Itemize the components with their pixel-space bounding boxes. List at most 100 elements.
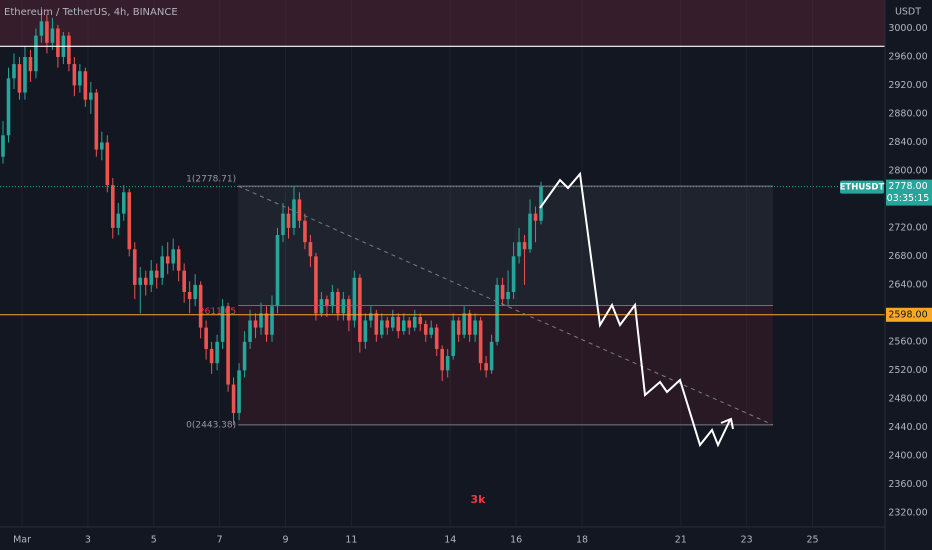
candle-body — [396, 316, 401, 332]
candle-body — [418, 316, 423, 325]
candle-body — [176, 249, 181, 271]
candles — [1, 7, 543, 426]
candle-body — [89, 92, 93, 100]
fib-lower-zone — [238, 305, 774, 425]
candle-body — [275, 235, 280, 307]
candle-body — [390, 316, 395, 328]
x-tick-label: 7 — [217, 535, 223, 546]
y-tick-label: 2440.00 — [888, 422, 927, 433]
candle-body — [445, 356, 450, 371]
grid — [21, 0, 814, 527]
candle-body — [94, 92, 99, 150]
candle-body — [330, 291, 335, 307]
candle-body — [259, 313, 263, 328]
candle-body — [39, 21, 44, 36]
y-tick-label: 2320.00 — [888, 507, 927, 518]
candle-body — [248, 320, 252, 342]
symbol-tag — [840, 180, 884, 194]
candle-body — [28, 56, 33, 72]
candle-body — [198, 284, 203, 328]
projection-path — [539, 171, 731, 448]
candle-body — [226, 306, 230, 385]
candle-body — [467, 313, 472, 335]
candle-body — [363, 320, 368, 342]
y-tick-label: 2920.00 — [888, 80, 927, 91]
candle-body — [23, 56, 27, 93]
candle-body — [237, 370, 241, 414]
x-tick-label: 5 — [151, 535, 157, 546]
fib-label: 1(2778.71) — [186, 175, 236, 185]
y-tick-label: 2520.00 — [888, 365, 927, 376]
candle-body — [303, 220, 307, 243]
candle-body — [45, 21, 49, 43]
candle-body — [478, 320, 483, 364]
candle-body — [533, 213, 538, 221]
candle-body — [517, 242, 521, 257]
candle-body — [495, 284, 499, 342]
fib-trend-line — [237, 185, 774, 426]
candle-body — [423, 324, 428, 335]
candle-body — [314, 256, 318, 314]
candle-body — [434, 327, 439, 349]
y-tick-label: 2480.00 — [888, 393, 927, 404]
candle-body — [358, 277, 362, 342]
y-tick-label: 2800.00 — [888, 165, 927, 176]
candle-body — [56, 28, 60, 57]
zones — [0, 0, 885, 425]
candle-body — [105, 142, 110, 186]
y-tick-label: 2400.00 — [888, 450, 927, 461]
x-tick-label: 25 — [806, 535, 818, 546]
fib-label: 0(2443.38) — [186, 420, 236, 430]
candle-body — [484, 363, 488, 371]
candle-body — [111, 185, 115, 228]
candle-body — [83, 71, 88, 100]
annotation: 3k — [471, 493, 487, 506]
candle-body — [319, 299, 324, 314]
candle-body — [297, 199, 302, 221]
candle-body — [149, 270, 154, 285]
candle-body — [456, 320, 461, 335]
y-tick-label: 2840.00 — [888, 137, 927, 148]
candle-body — [242, 341, 247, 371]
candle-body — [462, 313, 466, 335]
candle-body — [369, 313, 373, 321]
y-tick-label: 2560.00 — [888, 336, 927, 347]
candle-body — [165, 256, 170, 264]
candle-body — [374, 313, 379, 335]
candle-body — [17, 64, 22, 93]
candle-body — [412, 316, 417, 328]
x-tick-label: 21 — [675, 535, 687, 546]
x-tick-label: 11 — [345, 535, 357, 546]
candle-body — [401, 320, 406, 332]
candle-body — [292, 199, 296, 228]
price-axis-panel — [885, 0, 932, 550]
candle-body — [539, 186, 543, 221]
candle-body — [341, 299, 346, 314]
x-tick-label: 3 — [85, 535, 91, 546]
y-tick-label: 2880.00 — [888, 108, 927, 119]
last-price-tag — [886, 179, 932, 206]
candle-body — [34, 35, 38, 72]
symbol-label: ETHUSDT — [840, 183, 885, 193]
level-tag — [886, 307, 932, 322]
candle-body — [72, 64, 77, 86]
y-tick-label: 2960.00 — [888, 51, 927, 62]
candle-body — [1, 135, 5, 157]
candle-body — [347, 299, 351, 321]
candle-body — [308, 242, 313, 257]
candle-body — [187, 291, 192, 300]
countdown-label: 03:35:15 — [887, 193, 930, 204]
projection-arrow — [720, 417, 734, 430]
candle-body — [522, 242, 527, 250]
resistance-zone — [0, 0, 885, 47]
candle-body — [182, 270, 186, 292]
candle-body — [193, 284, 197, 300]
candle-body — [171, 249, 175, 264]
candle-body — [204, 327, 208, 349]
candle-body — [385, 320, 390, 328]
y-tick-label: 2720.00 — [888, 222, 927, 233]
candle-body — [154, 270, 159, 278]
fib-label: 2611.05 — [199, 307, 236, 317]
fib-upper-zone — [238, 186, 774, 306]
